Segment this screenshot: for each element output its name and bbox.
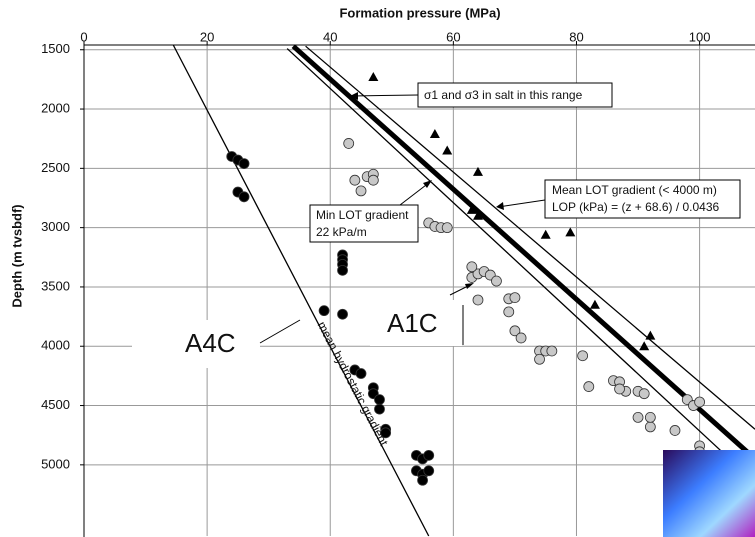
circle-point: [356, 186, 366, 196]
circle-point: [424, 466, 434, 476]
circle-point: [504, 307, 514, 317]
circle-point: [633, 412, 643, 422]
circle-point: [695, 397, 705, 407]
circle-point: [442, 223, 452, 233]
x-tick-label: 80: [569, 29, 583, 44]
grid: [80, 41, 755, 536]
salt-arrow: [352, 95, 418, 96]
y-tick-label: 4000: [41, 338, 70, 353]
circle-point: [645, 412, 655, 422]
triangle-point: [590, 300, 600, 309]
y-tick-label: 2000: [41, 100, 70, 115]
y-tick-label: 5000: [41, 456, 70, 471]
y-tick-label: 2500: [41, 160, 70, 175]
circle-point: [510, 293, 520, 303]
x-tick-label: 0: [80, 29, 87, 44]
circle-point: [338, 309, 348, 319]
triangle-point: [541, 230, 551, 239]
a4c-pointer: [260, 320, 300, 343]
y-tick-label: 1500: [41, 41, 70, 56]
x-tick-label: 60: [446, 29, 460, 44]
circle-point: [319, 306, 329, 316]
circle-point: [368, 175, 378, 185]
triangle-point: [368, 72, 378, 81]
circle-point: [516, 333, 526, 343]
circle-point: [615, 384, 625, 394]
x-tick-label: 20: [200, 29, 214, 44]
circle-point: [639, 389, 649, 399]
triangle-point: [565, 227, 575, 236]
triangle-point: [442, 146, 452, 155]
salt-label: σ1 and σ3 in salt in this range: [424, 88, 583, 102]
circle-point: [473, 295, 483, 305]
circle-point: [424, 450, 434, 460]
arrow-head: [465, 283, 474, 289]
a4c-label: A4C: [185, 328, 236, 358]
triangle-point: [430, 129, 440, 138]
x-tick-label: 40: [323, 29, 337, 44]
x-tick-label: 100: [689, 29, 711, 44]
a1c-label: A1C: [387, 308, 438, 338]
x-axis-title: Formation pressure (MPa): [339, 5, 500, 20]
y-tick-label: 3000: [41, 219, 70, 234]
circle-point: [344, 138, 354, 148]
circle-point: [239, 192, 249, 202]
circle-point: [584, 382, 594, 392]
circle-point: [547, 346, 557, 356]
circle-point: [418, 475, 428, 485]
circle-point: [239, 159, 249, 169]
y-tick-label: 4500: [41, 397, 70, 412]
line: [287, 49, 749, 477]
page: {"chart_data": { "type": "scatter", "x_l…: [0, 0, 755, 537]
mean-lot-formula: LOP (kPa) = (z + 68.6) / 0.0436: [552, 200, 720, 214]
y-tick-label: 3500: [41, 278, 70, 293]
circle-point: [535, 354, 545, 364]
circle-point: [467, 262, 477, 272]
circle-point: [350, 175, 360, 185]
inset-image: [663, 450, 755, 537]
chart: Formation pressure (MPa) Depth (m tvsbdf…: [0, 0, 755, 537]
y-axis-title: Depth (m tvsbdf): [9, 204, 24, 307]
circle-point: [374, 395, 384, 405]
mean-lot-arrow: [498, 200, 545, 207]
circle-point: [578, 351, 588, 361]
min-lot-value: 22 kPa/m: [316, 225, 367, 239]
mean-lot-label: Mean LOT gradient (< 4000 m): [552, 183, 717, 197]
circle-point: [645, 422, 655, 432]
circle-point: [670, 425, 680, 435]
min-lot-label: Min LOT gradient: [316, 208, 409, 222]
circle-point: [338, 265, 348, 275]
triangle-point: [645, 331, 655, 340]
points: [227, 72, 705, 485]
circle-point: [491, 276, 501, 286]
